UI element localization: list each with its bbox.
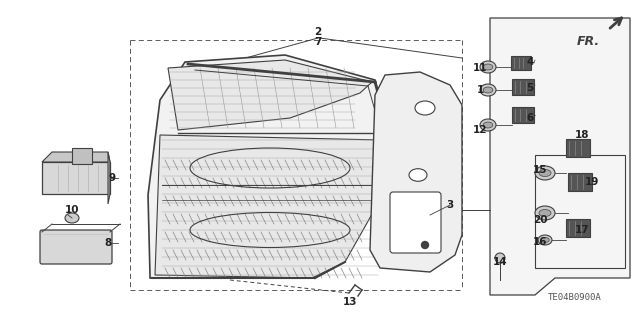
- Bar: [42, 162, 110, 194]
- Text: 7: 7: [314, 37, 322, 47]
- Ellipse shape: [538, 235, 552, 245]
- Text: 8: 8: [104, 238, 111, 248]
- Bar: [512, 107, 534, 123]
- Circle shape: [495, 253, 505, 263]
- Text: 17: 17: [575, 225, 589, 235]
- Ellipse shape: [535, 166, 555, 180]
- Text: 12: 12: [473, 125, 487, 135]
- Bar: [511, 56, 531, 70]
- Bar: [568, 173, 592, 191]
- Text: 1: 1: [476, 85, 484, 95]
- Text: TE04B0900A: TE04B0900A: [548, 293, 602, 302]
- Text: 15: 15: [532, 165, 547, 175]
- Bar: [72, 148, 92, 164]
- Ellipse shape: [415, 101, 435, 115]
- FancyBboxPatch shape: [390, 192, 441, 253]
- Text: 3: 3: [446, 200, 454, 210]
- Text: 5: 5: [526, 83, 534, 93]
- Polygon shape: [370, 72, 462, 272]
- Text: 9: 9: [108, 173, 116, 183]
- Ellipse shape: [483, 87, 493, 93]
- Text: 4: 4: [526, 57, 534, 67]
- Bar: [512, 79, 534, 95]
- Ellipse shape: [541, 238, 549, 242]
- Text: FR.: FR.: [577, 35, 600, 48]
- Text: 2: 2: [314, 27, 322, 37]
- Text: 20: 20: [532, 215, 547, 225]
- Polygon shape: [148, 55, 388, 278]
- Polygon shape: [155, 135, 382, 278]
- Circle shape: [422, 241, 429, 249]
- Ellipse shape: [480, 61, 496, 73]
- Ellipse shape: [483, 122, 493, 128]
- Text: 16: 16: [532, 237, 547, 247]
- Bar: [566, 139, 590, 157]
- Polygon shape: [490, 18, 630, 295]
- Text: 19: 19: [585, 177, 599, 187]
- Text: 14: 14: [493, 257, 508, 267]
- Ellipse shape: [65, 213, 79, 223]
- FancyBboxPatch shape: [40, 230, 112, 264]
- Text: 10: 10: [65, 205, 79, 215]
- Ellipse shape: [483, 64, 493, 70]
- Ellipse shape: [539, 169, 551, 176]
- Ellipse shape: [535, 206, 555, 220]
- Polygon shape: [168, 60, 372, 130]
- Ellipse shape: [480, 119, 496, 131]
- Polygon shape: [108, 152, 110, 204]
- Text: 18: 18: [575, 130, 589, 140]
- Ellipse shape: [480, 84, 496, 96]
- Text: 13: 13: [343, 297, 357, 307]
- Ellipse shape: [539, 210, 551, 217]
- Text: 11: 11: [473, 63, 487, 73]
- Bar: [566, 219, 590, 237]
- Text: 6: 6: [526, 113, 534, 123]
- Ellipse shape: [409, 169, 427, 181]
- Polygon shape: [42, 152, 110, 162]
